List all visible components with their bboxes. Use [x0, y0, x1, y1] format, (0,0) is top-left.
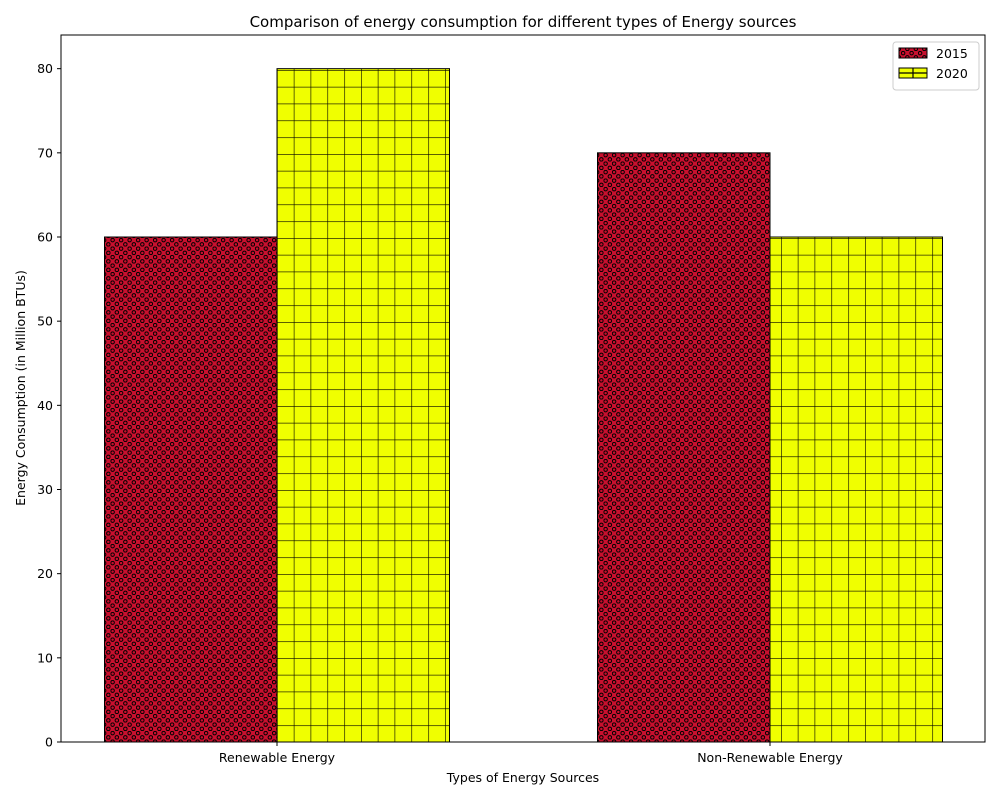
y-tick-label: 70 — [37, 145, 53, 160]
x-tick-label: Renewable Energy — [219, 750, 336, 765]
bar-2020-1 — [769, 236, 943, 743]
y-tick-label: 80 — [37, 61, 53, 76]
bar-2015-0 — [104, 236, 278, 743]
legend-label-2020: 2020 — [936, 66, 968, 81]
plot-frame — [60, 34, 986, 743]
bar-2020-0 — [276, 68, 450, 743]
y-tick-label: 20 — [37, 566, 53, 581]
y-tick-label: 50 — [37, 314, 53, 329]
legend-label-2015: 2015 — [936, 46, 968, 61]
x-tick-label: Non-Renewable Energy — [697, 750, 843, 765]
chart-title: Comparison of energy consumption for dif… — [250, 13, 797, 31]
y-axis-label: Energy Consumption (in Million BTUs) — [13, 270, 28, 506]
bars-layer — [104, 68, 943, 743]
x-axis: Renewable Energy Non-Renewable Energy — [219, 742, 843, 765]
y-tick-label: 10 — [37, 650, 53, 665]
y-tick-label: 40 — [37, 398, 53, 413]
legend-swatch-2015 — [898, 47, 928, 59]
y-tick-label: 60 — [37, 230, 53, 245]
y-tick-label: 0 — [45, 735, 53, 750]
y-tick-label: 30 — [37, 482, 53, 497]
bar-2015-1 — [597, 152, 771, 743]
x-axis-label: Types of Energy Sources — [446, 770, 599, 785]
legend: 2015 2020 — [892, 41, 980, 91]
y-axis: 0 10 20 30 40 50 60 70 80 — [37, 61, 61, 750]
